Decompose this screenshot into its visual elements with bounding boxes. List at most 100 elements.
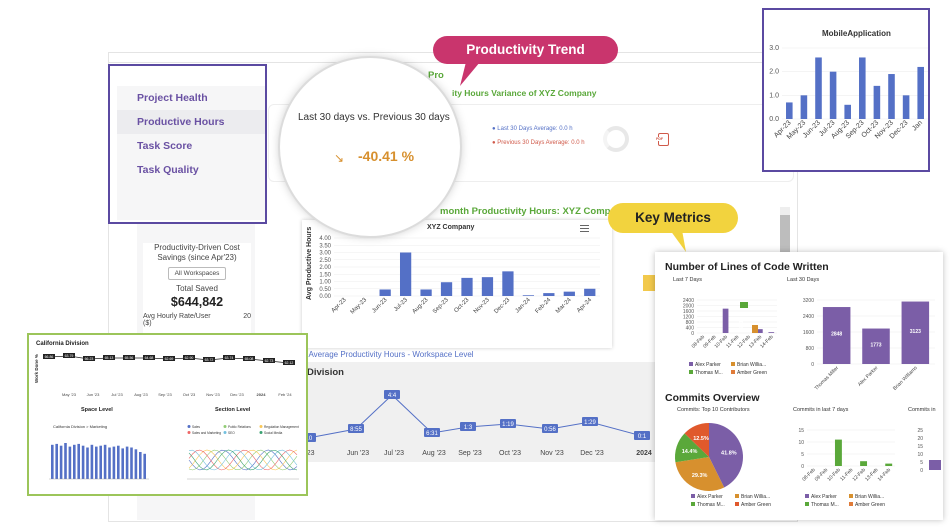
xyz-bar [399,252,412,296]
yellow-tab [643,275,655,291]
xyz-bar [461,277,473,296]
commits-7d-label: Commits in last 7 days [793,407,849,413]
calif-point-label: 62.73 [265,359,274,363]
legend-previous: ● Previous 30 Days Average: 0.0 h [492,140,585,146]
loading-spinner-icon [603,126,629,152]
lines7d-ytick: 1200 [683,315,694,321]
mobile-ytick: 3.0 [769,45,779,52]
lines7d-bar-segment [740,302,748,308]
lines7d-bar-label: 1771 [739,320,745,331]
sidebar-item-task-quality[interactable]: Task Quality [137,164,199,176]
sidebar-zoom-panel: Project Health Productive Hours Task Sco… [108,64,267,224]
commits7d-bar [860,461,868,466]
rate-label: Avg Hourly Rate/User ($) [143,313,211,327]
pdf-icon-label: PDF [656,137,663,141]
sidebar-list: Project Health Productive Hours Task Sco… [117,86,265,220]
lines30d-ytick: 2400 [803,314,814,320]
commits-ytick: 20 [917,436,923,442]
space-bar [125,446,129,479]
division-xtick: Oct '23 [499,450,521,457]
calif-point-label-bg [123,355,135,360]
xyz-xtick: Feb-24 [535,297,553,315]
calif-point-label: 65.13 [105,356,114,360]
calif-xtick: Aug '23 [134,392,148,397]
division-chart-card: Division '23 0.0 Jun '23 8:55 Jul '23 4:4 Aug … [300,362,656,462]
commits7d-ytick: 5 [801,452,804,458]
division-point-label-bg [460,422,476,431]
productivity-trend-callout: Productivity Trend [433,36,618,64]
lines30d-bar-label: 2848 [831,332,842,338]
space-bar [55,443,58,479]
mobile-bar [873,85,881,119]
lines30d-bar [822,307,851,364]
division-xtick: Sep '23 [458,450,482,457]
calif-point-label: 65.08 [245,357,254,361]
calif-point-label-bg [223,355,235,360]
division-xtick: Jun '23 [347,450,369,457]
division-point-label-bg [500,419,516,428]
sidebar-item-productive-hours[interactable]: Productive Hours [117,110,265,134]
productivity-callout-pointer [460,62,480,86]
division-point-label: 1:3 [464,425,473,431]
key-metrics-window: Number of Lines of Code Written Last 7 D… [655,252,943,520]
lines7d-ytick: 800 [686,320,695,326]
lines30d-bar [862,328,890,364]
commits-top10-label: Commits: Top 10 Contributors [677,407,750,413]
commits7d-ytick: 15 [798,428,804,434]
space-bar [51,444,54,479]
calif-xtick: Jul '23 [111,392,123,397]
space-bar [68,446,72,479]
trend-down-icon: ↘ [334,151,345,165]
lines-legend-label: Thomas M... [695,370,723,376]
calif-xtick: Feb '24 [278,392,292,397]
california-charts: Work Done % 66.86 63.79 66.23 65.13 65.56 64.6… [34,353,299,480]
scrollbar[interactable] [780,207,790,267]
workspace-select[interactable]: All Workspaces [167,267,227,280]
commits7d-ytick: 10 [798,440,804,446]
key-metrics-callout: Key Metrics [608,203,738,233]
commits-ytick: 10 [917,452,923,458]
division-point-label: 4:4 [388,393,397,399]
calif-xtick: Jun '23 [87,392,101,397]
pie-slice-label: 29.3% [692,473,708,479]
sidebar-item-project-health[interactable]: Project Health [137,92,208,104]
xyz-ytick: 2.00 [319,265,331,271]
space-bar [103,444,107,479]
xyz-ytick: 1.00 [319,280,331,286]
commits-legend-swatch [691,494,695,498]
xyz-chart-card: XYZ Company Avg Productive Hours 0.00 0.5… [302,220,612,348]
mobile-bar [888,74,895,119]
space-bar [90,444,94,479]
last30-label: Last 30 Days [787,277,820,283]
xyz-bar [420,289,432,296]
section-legend-label: Social Media [264,431,282,435]
lines30d-ytick: 3200 [803,298,814,304]
commits-legend-label: Brian Willia... [741,494,770,500]
pdf-download-icon[interactable]: PDF [656,133,669,146]
calif-marketing-subtitle: California Division > Marketing [53,424,108,429]
commits7d-legend-label: Alex Parker [811,494,837,500]
xyz-xtick: Jun-23 [371,297,389,315]
key-callout-pointer [670,230,686,252]
lines-legend-label: Amber Green [737,370,767,376]
xyz-xtick: Apr-23 [331,297,348,314]
section-legend-label: Public Relations [228,425,251,429]
division-xtick: Jul '23 [384,450,404,457]
commits-title: Commits Overview [665,392,760,404]
lines7d-bar-segment [752,325,758,333]
commits7d-bar [885,463,893,466]
mobile-ytick: 2.0 [769,69,779,76]
lines7d-ytick: 2400 [683,298,694,304]
xyz-bar [584,288,596,296]
xyz-ytick: 3.00 [319,251,331,257]
lines30d-ytick: 0 [811,362,814,368]
sidebar-item-task-score[interactable]: Task Score [137,140,193,152]
commits7d-legend-label: Amber Green [855,502,885,508]
section-line [188,449,298,471]
comparison-heading: Last 30 days vs. Previous 30 days [298,112,450,123]
lines30d-bar-label: 1773 [870,342,881,348]
section-legend-dot [187,425,191,428]
lines30d-xtick: Brian Williams [892,365,919,392]
calif-point-label: 65.56 [125,356,134,360]
menu-icon[interactable] [580,225,589,232]
